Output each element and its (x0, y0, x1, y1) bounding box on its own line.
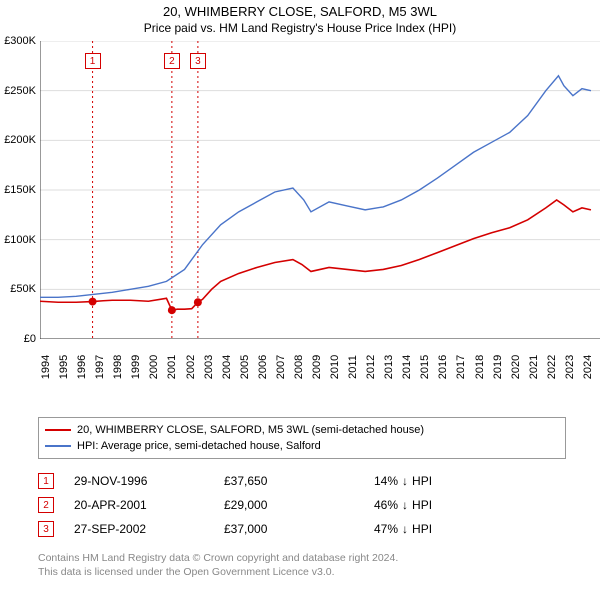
transaction-delta: 47% ↓ HPI (374, 522, 432, 536)
x-tick-label: 2007 (275, 355, 287, 379)
y-tick-label: £250K (4, 85, 36, 97)
x-tick-label: 2022 (546, 355, 558, 379)
x-tick-label: 2004 (221, 355, 233, 379)
x-tick-label: 2002 (185, 355, 197, 379)
legend-label-property: 20, WHIMBERRY CLOSE, SALFORD, M5 3WL (se… (77, 424, 424, 436)
y-tick-label: £0 (24, 333, 36, 345)
y-tick-label: £100K (4, 234, 36, 246)
x-tick-label: 2015 (419, 355, 431, 379)
x-tick-label: 2018 (474, 355, 486, 379)
attribution-footer: Contains HM Land Registry data © Crown c… (38, 551, 566, 579)
arrow-down-icon: ↓ (402, 498, 408, 512)
y-tick-label: £50K (10, 283, 36, 295)
chart-title-address: 20, WHIMBERRY CLOSE, SALFORD, M5 3WL (0, 4, 600, 19)
transaction-price: £37,650 (224, 474, 374, 488)
transaction-delta: 46% ↓ HPI (374, 498, 432, 512)
transaction-price: £29,000 (224, 498, 374, 512)
transaction-marker: 1 (38, 473, 54, 489)
chart-subtitle: Price paid vs. HM Land Registry's House … (0, 21, 600, 35)
arrow-down-icon: ↓ (402, 474, 408, 488)
x-tick-label: 2011 (347, 355, 359, 379)
x-tick-label: 1996 (76, 355, 88, 379)
x-tick-label: 2020 (510, 355, 522, 379)
delta-label: HPI (412, 522, 432, 536)
footer-line-1: Contains HM Land Registry data © Crown c… (38, 551, 566, 565)
transaction-marker: 2 (38, 497, 54, 513)
x-tick-label: 1998 (112, 355, 124, 379)
y-tick-label: £300K (4, 35, 36, 47)
legend-swatch-hpi (45, 445, 71, 447)
transaction-marker: 3 (38, 521, 54, 537)
chart-annotation-marker: 2 (164, 53, 180, 69)
legend-row-hpi: HPI: Average price, semi-detached house,… (45, 438, 559, 454)
transaction-row: 1 29-NOV-1996£37,65014% ↓ HPI (38, 469, 566, 493)
x-tick-label: 2009 (311, 355, 323, 379)
transaction-delta: 14% ↓ HPI (374, 474, 432, 488)
x-tick-label: 1999 (130, 355, 142, 379)
transaction-row: 2 20-APR-2001£29,00046% ↓ HPI (38, 493, 566, 517)
transaction-date: 27-SEP-2002 (74, 522, 224, 536)
delta-percent: 47% (374, 522, 398, 536)
transaction-price: £37,000 (224, 522, 374, 536)
delta-label: HPI (412, 498, 432, 512)
transactions-table: 1 29-NOV-1996£37,65014% ↓ HPI 2 20-APR-2001£2… (38, 469, 566, 541)
x-tick-label: 2001 (166, 355, 178, 379)
y-tick-label: £150K (4, 184, 36, 196)
delta-label: HPI (412, 474, 432, 488)
x-tick-label: 2021 (528, 355, 540, 379)
y-tick-label: £200K (4, 134, 36, 146)
x-tick-label: 2016 (437, 355, 449, 379)
x-tick-label: 2024 (582, 355, 594, 379)
legend-label-hpi: HPI: Average price, semi-detached house,… (77, 440, 321, 452)
x-tick-label: 2012 (365, 355, 377, 379)
x-tick-label: 2000 (148, 355, 160, 379)
x-tick-label: 2005 (239, 355, 251, 379)
delta-percent: 46% (374, 498, 398, 512)
arrow-down-icon: ↓ (402, 522, 408, 536)
x-tick-label: 2013 (383, 355, 395, 379)
x-tick-label: 1997 (94, 355, 106, 379)
transaction-date: 20-APR-2001 (74, 498, 224, 512)
x-tick-label: 2010 (329, 355, 341, 379)
transaction-date: 29-NOV-1996 (74, 474, 224, 488)
x-tick-label: 1994 (40, 355, 52, 379)
x-tick-label: 2014 (401, 355, 413, 379)
delta-percent: 14% (374, 474, 398, 488)
x-tick-label: 2006 (257, 355, 269, 379)
legend: 20, WHIMBERRY CLOSE, SALFORD, M5 3WL (se… (38, 417, 566, 459)
x-axis: 1994199519961997199819992000200120022003… (40, 361, 600, 409)
footer-line-2: This data is licensed under the Open Gov… (38, 565, 566, 579)
chart-annotation-marker: 1 (85, 53, 101, 69)
chart-area: £0£50K£100K£150K£200K£250K£300K 19941995… (40, 41, 600, 361)
x-tick-label: 2023 (564, 355, 576, 379)
y-axis: £0£50K£100K£150K£200K£250K£300K (0, 41, 38, 361)
x-tick-label: 2017 (455, 355, 467, 379)
chart-annotation-marker: 3 (190, 53, 206, 69)
x-tick-label: 2019 (492, 355, 504, 379)
chart-svg (40, 41, 600, 339)
x-tick-label: 2008 (293, 355, 305, 379)
legend-row-property: 20, WHIMBERRY CLOSE, SALFORD, M5 3WL (se… (45, 422, 559, 438)
transaction-row: 3 27-SEP-2002£37,00047% ↓ HPI (38, 517, 566, 541)
x-tick-label: 2003 (203, 355, 215, 379)
legend-swatch-property (45, 429, 71, 431)
x-tick-label: 1995 (58, 355, 70, 379)
